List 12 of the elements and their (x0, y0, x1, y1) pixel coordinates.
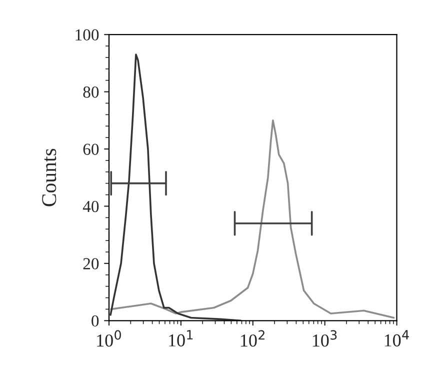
x-tick-label: 10$^{2}$ (241, 330, 264, 347)
x-tick-label: 10$^{3}$ (312, 330, 337, 347)
x-tick-label: 10$^{0}$ (97, 330, 121, 347)
y-tick-label: 100 (76, 29, 99, 41)
y-tick-label: 80 (83, 86, 99, 98)
x-tick-label: 10$^{1}$ (169, 330, 193, 346)
y-tick-label: 0 (92, 315, 99, 327)
y-tick-label: 40 (82, 200, 99, 212)
x-tick-label: 10$^{4}$ (384, 330, 409, 346)
y-tick-label: 60 (83, 144, 99, 155)
y-axis-title: Counts (42, 148, 56, 206)
y-tick-label: 20 (83, 258, 99, 270)
